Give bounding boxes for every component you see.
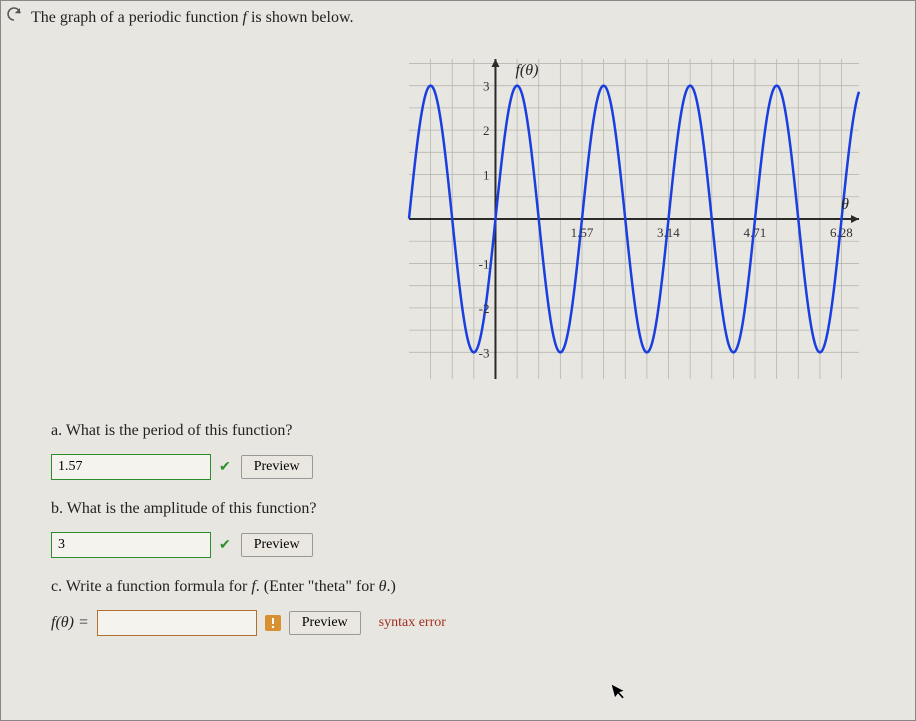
question-c-text: c. Write a function formula for f. (Ente… <box>51 578 899 596</box>
svg-text:4.71: 4.71 <box>744 225 767 240</box>
svg-text:6.28: 6.28 <box>830 225 853 240</box>
svg-text:-1: -1 <box>479 256 490 271</box>
answer-row-c: f(θ) = Preview syntax error <box>51 610 446 636</box>
qc-post: .) <box>386 578 395 595</box>
chart-area: 1.57 3.14 4.71 6.28 -3 -2 -1 1 2 3 θ f(θ) <box>31 39 899 404</box>
svg-text:2: 2 <box>483 123 490 138</box>
svg-text:-2: -2 <box>479 301 490 316</box>
svg-text:1.57: 1.57 <box>571 225 594 240</box>
preview-button-b[interactable]: Preview <box>241 533 313 557</box>
preview-button-a[interactable]: Preview <box>241 455 313 479</box>
check-icon: ✔ <box>219 459 231 476</box>
question-container: The graph of a periodic function f is sh… <box>0 0 916 721</box>
prompt-text: The graph of a periodic function f is sh… <box>31 9 899 27</box>
svg-text:f(θ): f(θ) <box>515 62 538 79</box>
questions-block: a. What is the period of this function? … <box>31 422 899 656</box>
qc-pre: c. Write a function formula for <box>51 578 251 595</box>
syntax-error-text: syntax error <box>379 615 446 631</box>
prompt-post: is shown below. <box>247 9 354 26</box>
question-b-text: b. What is the amplitude of this functio… <box>51 500 899 518</box>
answer-input-a[interactable] <box>51 454 211 480</box>
svg-text:1: 1 <box>483 168 490 183</box>
prompt-pre: The graph of a periodic function <box>31 9 242 26</box>
answer-row-a: ✔ Preview <box>51 454 899 480</box>
equation-lhs: f(θ) = <box>51 614 89 632</box>
svg-text:-3: -3 <box>479 345 490 360</box>
svg-text:3: 3 <box>483 79 490 94</box>
question-a-text: a. What is the period of this function? <box>51 422 899 440</box>
answer-row-b: ✔ Preview <box>51 532 899 558</box>
mouse-cursor-icon <box>610 679 632 707</box>
answer-input-c[interactable] <box>97 610 257 636</box>
refresh-icon[interactable] <box>5 5 23 23</box>
periodic-function-chart: 1.57 3.14 4.71 6.28 -3 -2 -1 1 2 3 θ f(θ) <box>389 39 889 399</box>
preview-button-c[interactable]: Preview <box>289 611 361 635</box>
answer-input-b[interactable] <box>51 532 211 558</box>
svg-text:θ: θ <box>841 196 849 213</box>
check-icon: ✔ <box>219 537 231 554</box>
warning-icon <box>265 615 281 631</box>
qc-mid: . (Enter "theta" for <box>256 578 379 595</box>
svg-text:3.14: 3.14 <box>657 225 680 240</box>
